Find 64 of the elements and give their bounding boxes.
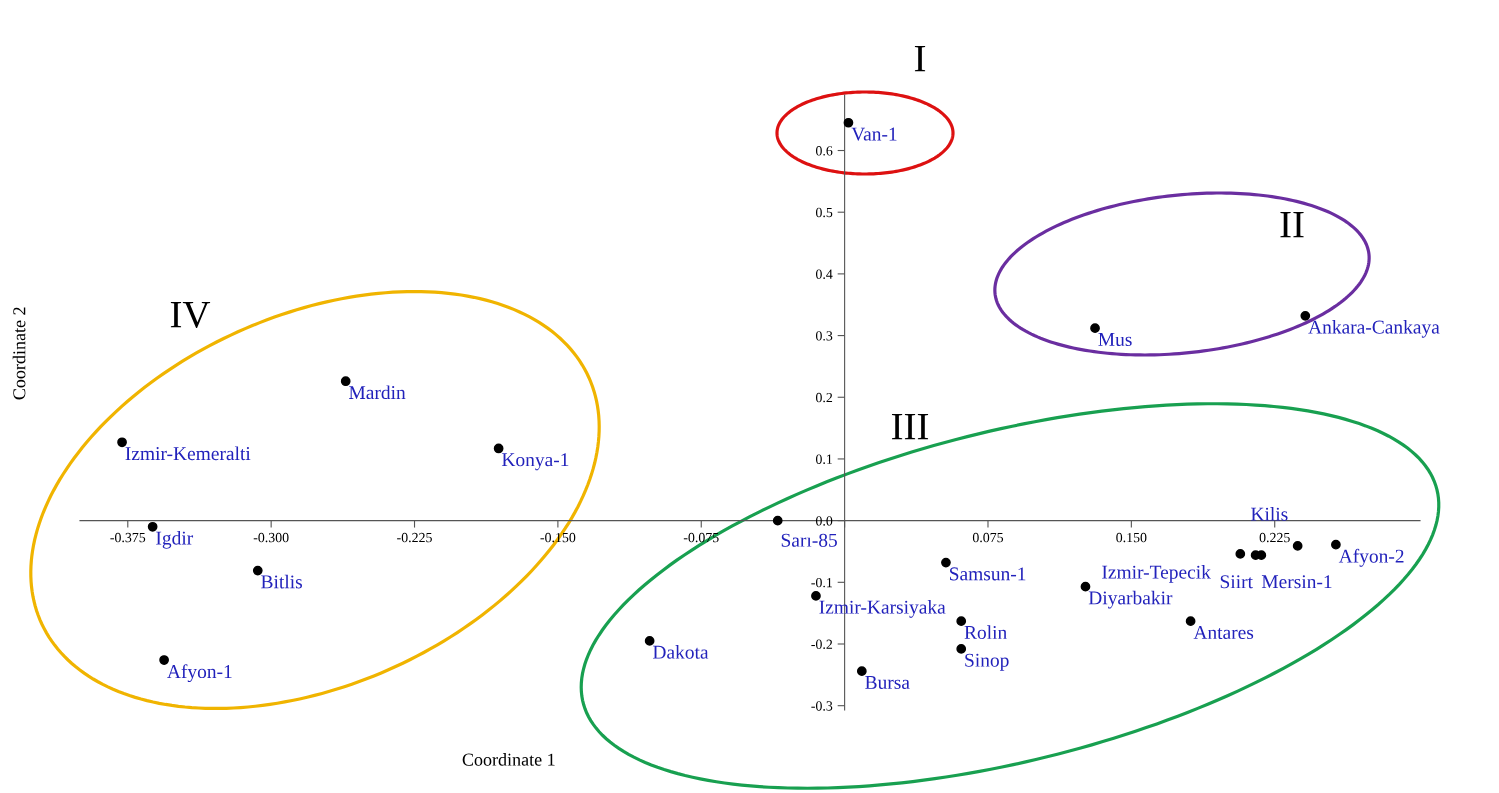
point — [644, 636, 655, 646]
point — [941, 557, 951, 568]
y-tick-label: -0.3 — [811, 701, 833, 711]
annotation: Sinop — [965, 653, 1009, 671]
point — [147, 521, 158, 532]
point — [340, 376, 351, 387]
y-tick-label: 0.5 — [815, 207, 833, 218]
point — [1185, 616, 1196, 627]
annotation: Ankara-Cankaya — [1308, 320, 1440, 338]
annotation: Mardin — [349, 385, 406, 400]
point — [811, 591, 821, 601]
annotation: Mersin-1 — [1261, 575, 1332, 589]
x-tick-label: -0.300 — [253, 532, 289, 543]
y-tick-label: 0.1 — [815, 454, 832, 464]
annotation: Kilis — [1251, 507, 1288, 521]
annotation: Afyon-2 — [1338, 548, 1404, 567]
annotation: Rolin — [964, 625, 1007, 640]
annotation: Mus — [1098, 333, 1132, 347]
point — [493, 443, 504, 454]
point — [1331, 539, 1341, 550]
x-tick-label: 0.225 — [1259, 532, 1290, 543]
y-tick-label: 0.3 — [815, 331, 833, 341]
x-tick-label: 0.150 — [1116, 532, 1147, 543]
point — [956, 616, 967, 627]
x-tick-label: -0.225 — [397, 532, 432, 543]
y-tick-label: 0.6 — [815, 146, 833, 156]
point — [1292, 541, 1303, 551]
annotation: Afyon-1 — [167, 664, 232, 683]
point — [856, 666, 867, 677]
annotation: Sarı-85 — [781, 533, 837, 547]
point — [117, 437, 127, 448]
y-tick-label: 0.4 — [815, 269, 833, 279]
annotation: II — [1280, 211, 1304, 238]
annotation: Diyarbakir — [1088, 590, 1173, 609]
annotation: Konya-1 — [501, 453, 569, 471]
point — [1080, 581, 1091, 592]
annotation: Siirt — [1220, 575, 1253, 589]
y-tick-label: -0.1 — [811, 577, 832, 588]
y-tick-label: -0.2 — [811, 639, 833, 650]
x-tick-label: -0.375 — [110, 532, 146, 543]
text: I — [914, 45, 926, 72]
annotation: IV — [170, 301, 211, 328]
x-axis-title: Coordinate 1 — [462, 753, 555, 766]
point — [956, 644, 967, 654]
point — [843, 117, 854, 128]
annotation: III — [891, 413, 929, 440]
point — [1235, 549, 1246, 559]
point — [772, 515, 783, 526]
point — [1090, 323, 1100, 334]
x-tick-label: 0.075 — [972, 532, 1004, 543]
point — [252, 565, 263, 576]
annotation: Izmir-Tepecik — [1102, 565, 1211, 583]
annotation: Bitlis — [261, 574, 302, 589]
annotation: Izmir-Kemeralti — [125, 446, 251, 461]
y-tick-label: 0.2 — [815, 392, 833, 403]
y-axis-title: Coordinate 2 — [12, 307, 26, 400]
annotation: Van-1 — [851, 127, 897, 141]
point — [159, 655, 169, 665]
annotation: Igdir — [156, 530, 194, 549]
point — [1300, 310, 1311, 321]
annotation: Samsun-1 — [950, 567, 1026, 581]
annotation: Antares — [1193, 626, 1254, 640]
annotation: Bursa — [865, 676, 910, 689]
annotation: Dakota — [652, 645, 709, 659]
